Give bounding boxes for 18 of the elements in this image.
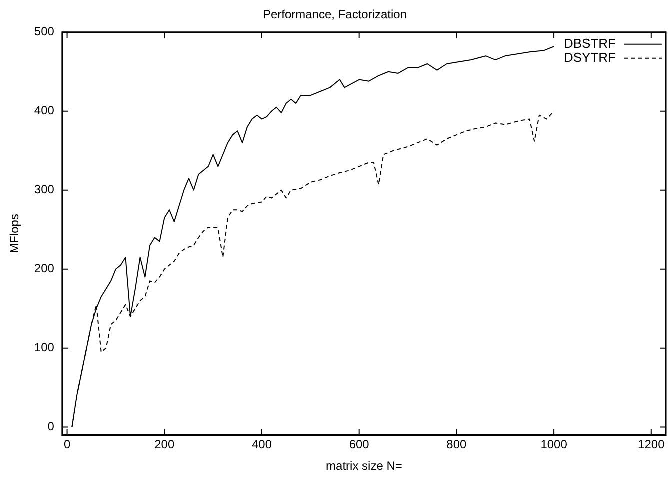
x-tick-label: 0 [64, 438, 71, 452]
x-tick-label: 200 [154, 438, 175, 452]
y-axis-title: MFlops [8, 214, 22, 254]
y-tick-label: 200 [34, 262, 55, 276]
x-tick-label: 1200 [638, 438, 666, 452]
x-tick-label: 800 [446, 438, 468, 452]
y-tick-label: 100 [34, 340, 55, 355]
chart-title: Performance, Factorization [262, 8, 408, 22]
x-axis-title: matrix size N= [326, 459, 402, 474]
x-tick-label: 1000 [540, 438, 568, 452]
y-tick-label: 400 [34, 104, 55, 118]
x-tick-label: 400 [252, 438, 272, 452]
x-tick-label: 600 [349, 438, 370, 452]
y-tick-label: 500 [34, 24, 55, 39]
legend-label: DSYTRF [564, 50, 616, 65]
y-tick-label: 300 [34, 182, 55, 197]
y-tick-label: 0 [48, 420, 55, 434]
legend-label: DBSTRF [564, 36, 616, 51]
